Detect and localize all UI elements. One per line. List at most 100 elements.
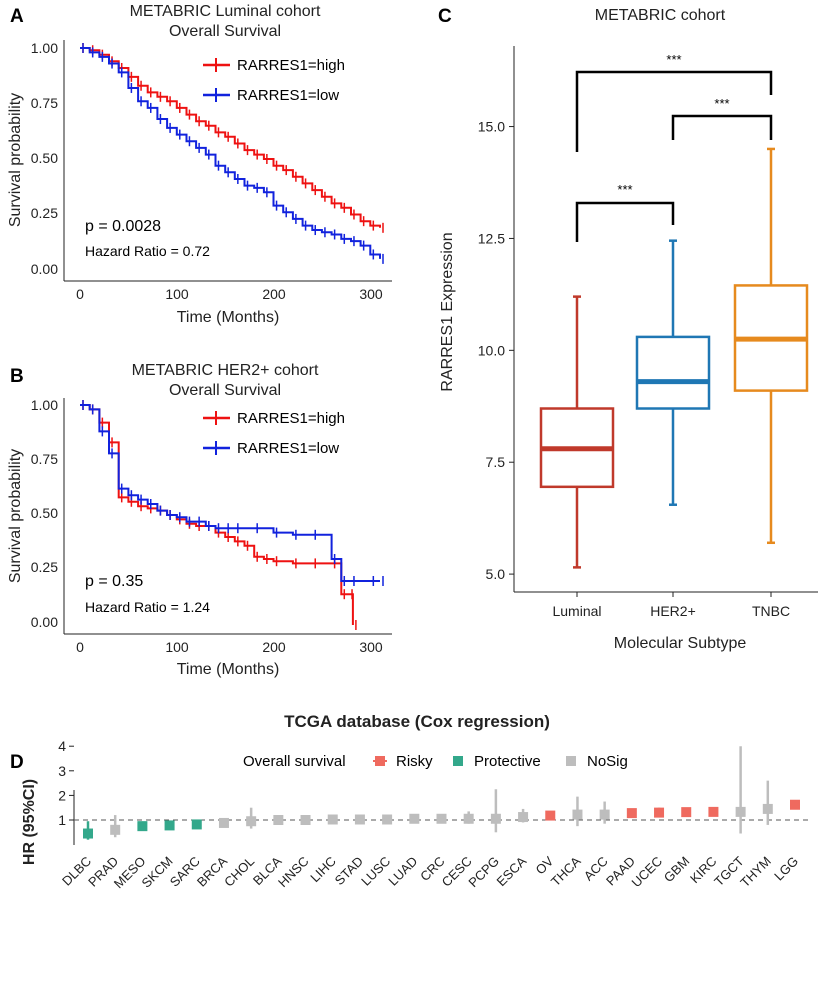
forest-xtick: THCA [548,853,584,889]
km-curve-low [80,404,380,582]
panel-label-d: D [10,752,24,773]
km-a-title-2: Overall Survival [169,23,281,40]
km-a-xtick: 0 [76,286,84,302]
legend-low-label: RARRES1=low [237,440,339,457]
forest-point [137,821,148,832]
forest-xtick: BRCA [194,853,230,889]
forest-point [708,806,719,817]
km-a-ytick: 0.00 [31,261,58,277]
sig-label: *** [617,182,632,197]
km-a-xlabel: Time (Months) [177,309,280,326]
km-b-ylabel: Survival probability [7,449,24,583]
forest-xtick: LGG [771,854,801,884]
forest-point [654,807,665,818]
km-a-ytick: 1.00 [31,40,58,56]
forest-point [762,803,773,814]
km-b-ytick: 0.75 [31,451,58,467]
forest-point [273,815,284,825]
km-curve-high [80,404,354,625]
forest-point [354,814,365,825]
forest-xtick: UCEC [629,854,666,891]
boxplot-metabric: METABRIC cohort 5.0 7.5 10.0 12.5 15.0 Lumin… [439,7,818,652]
km-a-curves [80,43,384,264]
km-b-title-1: METABRIC HER2+ cohort [132,362,319,379]
km-a-xtick: 300 [359,286,383,302]
forest-xtick: LUSC [358,854,393,889]
forest-legend-title: Overall survival [243,753,346,770]
forest-tcga: TCGA database (Cox regression) Overall s… [21,712,812,891]
box-ytick: 5.0 [486,566,506,582]
forest-ytick: 2 [58,787,66,803]
box-ytick: 12.5 [478,230,505,246]
forest-xtick: LUAD [385,854,420,889]
legend-risky-swatch [375,756,385,766]
forest-point [218,817,229,828]
sig-bracket-her2-tnbc [671,114,773,140]
forest-point [572,809,583,820]
forest-point [463,813,474,824]
forest-point [735,806,746,817]
box-xtick: Luminal [552,603,601,619]
km-b-xtick: 300 [359,639,383,655]
km-b-y-ticks: 1.00 0.75 0.50 0.25 0.00 [31,397,58,630]
legend-nosig-swatch [566,756,576,766]
km-a-y-ticks: 1.00 0.75 0.50 0.25 0.00 [31,40,58,277]
km-a-ytick: 0.75 [31,95,58,111]
legend-high-label: RARRES1=high [237,410,345,427]
box-x-ticks: Luminal HER2+ TNBC [552,592,790,619]
km-b-xtick: 200 [262,639,286,655]
km-a-ytick: 0.25 [31,205,58,221]
legend-protective-label: Protective [474,753,541,770]
legend-low-label: RARRES1=low [237,87,339,104]
forest-point [246,816,257,827]
forest-point [599,809,610,820]
km-b-xtick: 100 [165,639,189,655]
legend-high-label: RARRES1=high [237,57,345,74]
km-a-ylabel: Survival probability [7,93,24,227]
forest-xtick: CHOL [221,854,257,890]
km-b-ytick: 0.00 [31,614,58,630]
km-a-pvalue: p = 0.0028 [85,218,161,235]
forest-xtick: THYM [737,854,774,891]
panel-label-a: A [10,6,24,27]
box-y-ticks: 5.0 7.5 10.0 12.5 15.0 [478,119,514,582]
box-xtick: HER2+ [650,603,696,619]
forest-ylabel: HR (95%CI) [21,779,38,865]
km-a-ytick: 0.50 [31,150,58,166]
forest-points [83,746,800,840]
box-ytick: 7.5 [486,454,506,470]
km-b-xlabel: Time (Months) [177,661,280,678]
panel-label-c: C [438,6,452,27]
km-plot-luminal: METABRIC Luminal cohort Overall Survival… [7,3,392,326]
km-b-x-ticks: 0 100 200 300 [76,639,383,655]
forest-point [83,828,93,839]
sig-bracket-luminal-her2 [575,201,675,242]
km-a-xtick: 100 [165,286,189,302]
km-b-ytick: 0.25 [31,559,58,575]
panel-label-b: B [10,366,24,387]
forest-point [382,814,393,825]
forest-ytick: 3 [58,763,66,779]
km-a-hazard-ratio: Hazard Ratio = 0.72 [85,243,210,259]
box-ytick: 15.0 [478,119,505,135]
km-b-title-2: Overall Survival [169,382,281,399]
km-b-ytick: 0.50 [31,505,58,521]
km-b-xtick: 0 [76,639,84,655]
forest-point [518,812,529,823]
forest-ytick: 1 [58,812,66,828]
forest-point [490,813,501,824]
forest-point [110,824,121,835]
forest-xtick: ESCA [494,853,530,889]
forest-point [436,813,447,824]
forest-point [191,819,202,830]
legend-risky-label: Risky [396,753,433,770]
km-b-curves [80,400,384,630]
box-title: METABRIC cohort [595,7,726,24]
forest-xtick: STAD [332,854,366,888]
forest-ytick: 4 [58,738,66,754]
sig-label: *** [666,52,681,67]
forest-point [681,807,692,818]
legend-nosig-label: NoSig [587,753,628,770]
km-a-x-ticks: 0 100 200 300 [76,286,383,302]
forest-point [626,808,637,819]
